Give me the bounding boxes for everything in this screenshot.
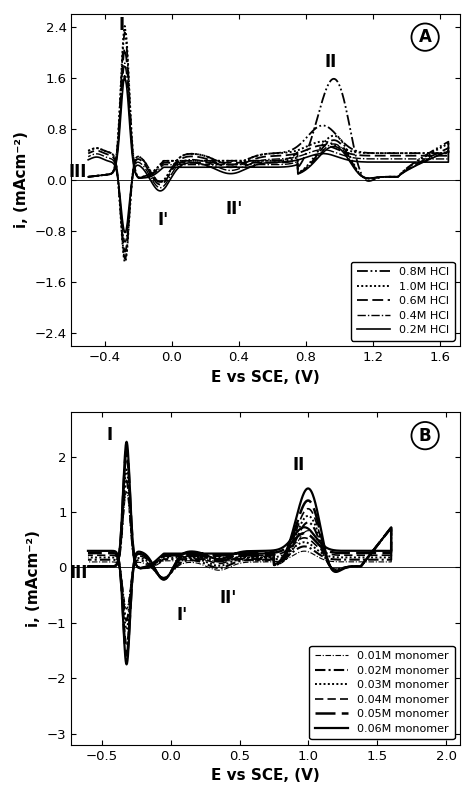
- Text: A: A: [419, 28, 431, 46]
- Text: I: I: [107, 426, 113, 444]
- Text: III: III: [69, 564, 88, 582]
- Text: II': II': [225, 200, 243, 218]
- Text: B: B: [419, 426, 431, 445]
- X-axis label: E vs SCE, (V): E vs SCE, (V): [211, 768, 320, 783]
- Text: I': I': [176, 606, 187, 623]
- Text: III: III: [69, 163, 87, 182]
- Y-axis label: i, (mAcm⁻²): i, (mAcm⁻²): [14, 132, 29, 229]
- Y-axis label: i, (mAcm⁻²): i, (mAcm⁻²): [27, 530, 41, 627]
- Text: I': I': [158, 210, 169, 229]
- Text: I: I: [118, 17, 125, 34]
- Legend: 0.01M monomer, 0.02M monomer, 0.03M monomer, 0.04M monomer, 0.05M monomer, 0.06M: 0.01M monomer, 0.02M monomer, 0.03M mono…: [310, 646, 455, 739]
- Text: II: II: [293, 456, 305, 474]
- Text: II: II: [325, 53, 337, 71]
- X-axis label: E vs SCE, (V): E vs SCE, (V): [211, 370, 320, 385]
- Legend: 0.8M HCl, 1.0M HCl, 0.6M HCl, 0.4M HCl, 0.2M HCl: 0.8M HCl, 1.0M HCl, 0.6M HCl, 0.4M HCl, …: [351, 261, 455, 340]
- Text: II': II': [220, 589, 237, 607]
